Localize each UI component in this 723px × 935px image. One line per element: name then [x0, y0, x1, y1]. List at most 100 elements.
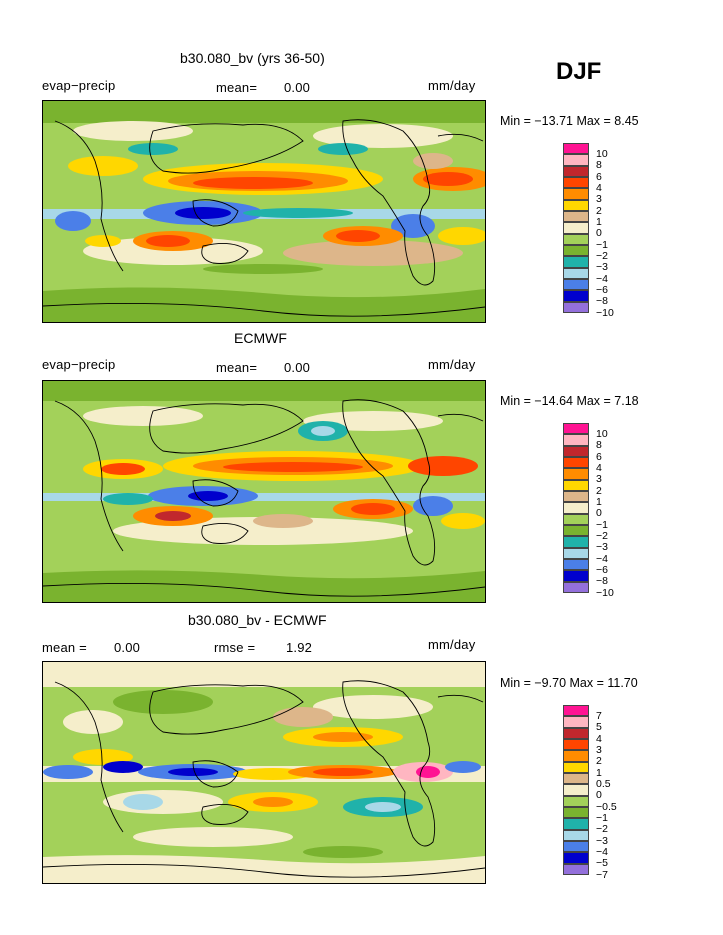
panel1-level-label: −10 [596, 306, 614, 319]
panel3-swatch-05 [563, 773, 589, 785]
panel3-level-label: 3 [596, 744, 602, 757]
panel2-level-label: 4 [596, 462, 602, 475]
panel1-swatch-1 [563, 211, 589, 223]
panel1-swatch-m1 [563, 233, 589, 246]
panel1-swatch-0 [563, 222, 589, 234]
panel3-map [42, 661, 486, 884]
panel3-swatch-7 [563, 705, 589, 717]
panel3-level-label: 0 [596, 789, 602, 802]
panel3-swatch-3 [563, 739, 589, 751]
panel1-level-label: −2 [596, 250, 608, 263]
panel2-swatch-10 [563, 423, 589, 435]
panel1-swatch-8 [563, 154, 589, 166]
panel2-level-label: −2 [596, 530, 608, 543]
panel3-swatch-m2 [563, 818, 589, 830]
panel3-swatch-2 [563, 750, 589, 762]
panel2-swatch-m3 [563, 536, 589, 548]
panel1-swatch-2 [563, 199, 589, 212]
panel2-variable-label: evap−precip [42, 357, 116, 372]
panel3-level-label: −0.5 [596, 800, 617, 813]
panel3-level-label: 0.5 [596, 778, 611, 791]
panel3-swatch-m3 [563, 829, 589, 842]
panel3-title: b30.080_bv - ECMWF [188, 612, 327, 628]
panel1-level-label: −6 [596, 284, 608, 297]
panel3-swatch-m05 [563, 795, 589, 808]
panel1-swatch-m10 [563, 301, 589, 314]
panel2-mean-label: mean= [216, 360, 258, 375]
panel1-level-label: 6 [596, 170, 602, 183]
panel3-level-label: −2 [596, 823, 608, 836]
panel3-swatch-1 [563, 761, 589, 774]
panel1-level-label: 10 [596, 148, 608, 160]
panel3-swatch-5 [563, 716, 589, 728]
panel1-mean-value: 0.00 [284, 80, 311, 95]
panel3-swatch-m5 [563, 852, 589, 864]
panel1-colorbar-labels: 10 8 6 4 3 2 1 0 −1 −2 −3 −4 −6 −8 −10 [596, 148, 614, 319]
panel3-level-label: −4 [596, 846, 608, 859]
panel3-level-label: 4 [596, 732, 602, 745]
panel2-level-label: −3 [596, 541, 608, 554]
panel3-swatch-m1 [563, 807, 589, 819]
panel2-level-label: −4 [596, 552, 608, 565]
panel2-mean-value: 0.00 [284, 360, 311, 375]
panel1-swatch-4 [563, 177, 589, 189]
panel1-swatch-10 [563, 143, 589, 155]
panel2-swatch-0 [563, 502, 589, 514]
panel1-map [42, 100, 486, 323]
panel2-level-label: 0 [596, 507, 602, 520]
panel2-swatch-1 [563, 491, 589, 503]
panel1-swatch-m6 [563, 279, 589, 291]
panel3-swatch-m7 [563, 863, 589, 876]
panel3-units: mm/day [428, 637, 476, 652]
panel1-title: b30.080_bv (yrs 36-50) [180, 50, 325, 66]
panel1-swatch-6 [563, 165, 589, 178]
panel2-swatch-4 [563, 457, 589, 469]
panel2-swatch-3 [563, 468, 589, 480]
panel1-level-label: 1 [596, 216, 602, 229]
panel1-swatch-m3 [563, 256, 589, 268]
panel2-min-max: Min = −14.64 Max = 7.18 [500, 394, 639, 408]
panel1-swatch-m4 [563, 267, 589, 280]
panel2-swatch-2 [563, 479, 589, 492]
panel1-level-label: 4 [596, 182, 602, 195]
panel1-swatch-m8 [563, 290, 589, 302]
panel2-level-label: 10 [596, 428, 608, 440]
panel1-units: mm/day [428, 78, 476, 93]
panel1-level-label: −4 [596, 272, 608, 285]
panel1-level-label: 3 [596, 193, 602, 206]
panel1-level-label: 2 [596, 204, 602, 217]
panel2-swatch-m1 [563, 513, 589, 526]
panel3-rmse-value: 1.92 [286, 640, 313, 655]
panel2-units: mm/day [428, 357, 476, 372]
panel2-swatch-m10 [563, 581, 589, 594]
panel3-swatch-0 [563, 784, 589, 796]
panel3-mean-label: mean = [42, 640, 87, 655]
panel2-colorbar-labels: 10 8 6 4 3 2 1 0 −1 −2 −3 −4 −6 −8 −10 [596, 428, 614, 599]
panel1-swatch-3 [563, 188, 589, 200]
panel2-level-label: 3 [596, 473, 602, 486]
panel2-level-label: 1 [596, 496, 602, 509]
panel2-level-label: −1 [596, 518, 608, 531]
panel2-title: ECMWF [234, 330, 287, 346]
panel3-level-label: −7 [596, 868, 608, 881]
panel1-level-label: −3 [596, 261, 608, 274]
panel3-min-max: Min = −9.70 Max = 11.70 [500, 676, 638, 690]
panel3-mean-value: 0.00 [114, 640, 141, 655]
panel1-mean-label: mean= [216, 80, 258, 95]
season-label: DJF [556, 58, 602, 85]
panel1-swatch-m2 [563, 245, 589, 257]
panel3-level-label: −1 [596, 812, 608, 825]
panel1-level-label: −8 [596, 295, 608, 308]
panel2-swatch-m2 [563, 525, 589, 537]
panel2-level-label: −10 [596, 586, 614, 599]
panel3-swatch-4 [563, 727, 589, 740]
panel2-map [42, 380, 486, 603]
panel3-colorbar [563, 705, 589, 876]
panel2-level-label: 2 [596, 484, 602, 497]
panel2-level-label: −8 [596, 575, 608, 588]
panel2-colorbar [563, 423, 589, 594]
panel1-level-label: 0 [596, 227, 602, 240]
panel1-min-max: Min = −13.71 Max = 8.45 [500, 114, 639, 128]
panel3-level-label: 7 [596, 710, 602, 722]
panel2-swatch-8 [563, 434, 589, 446]
